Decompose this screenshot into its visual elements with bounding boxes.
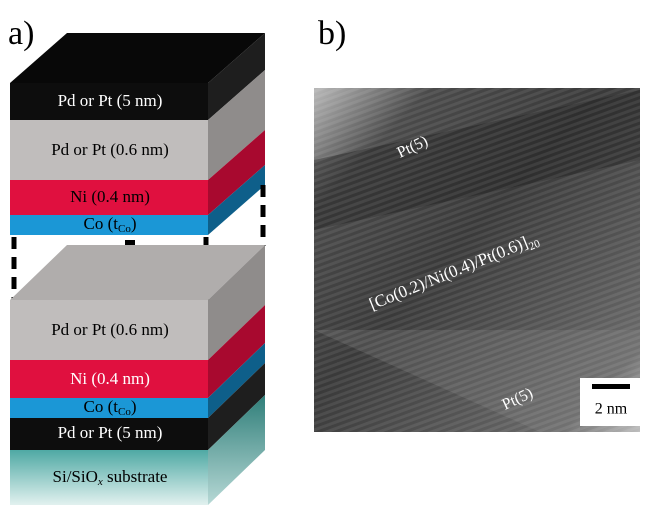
layer-label: Pd or Pt (5 nm)	[58, 91, 163, 110]
layer-label: Co (tCo)	[84, 397, 137, 418]
layer-label: Ni (0.4 nm)	[70, 187, 150, 206]
tem-image	[314, 88, 640, 432]
layer-label: Pd or Pt (0.6 nm)	[51, 320, 169, 339]
layer-label: Pd or Pt (5 nm)	[58, 423, 163, 442]
panel-label: b)	[318, 15, 346, 52]
layer-label: Ni (0.4 nm)	[70, 369, 150, 388]
layer-label: Co (tCo)	[84, 214, 137, 235]
scale-bar	[592, 384, 630, 389]
lower-stack	[10, 245, 265, 505]
panel-label: a)	[8, 15, 34, 52]
scale-label: 2 nm	[595, 401, 628, 418]
layer-label: Pd or Pt (0.6 nm)	[51, 140, 169, 159]
layer-label: Si/SiOx substrate	[53, 467, 168, 488]
upper-stack	[10, 33, 265, 235]
